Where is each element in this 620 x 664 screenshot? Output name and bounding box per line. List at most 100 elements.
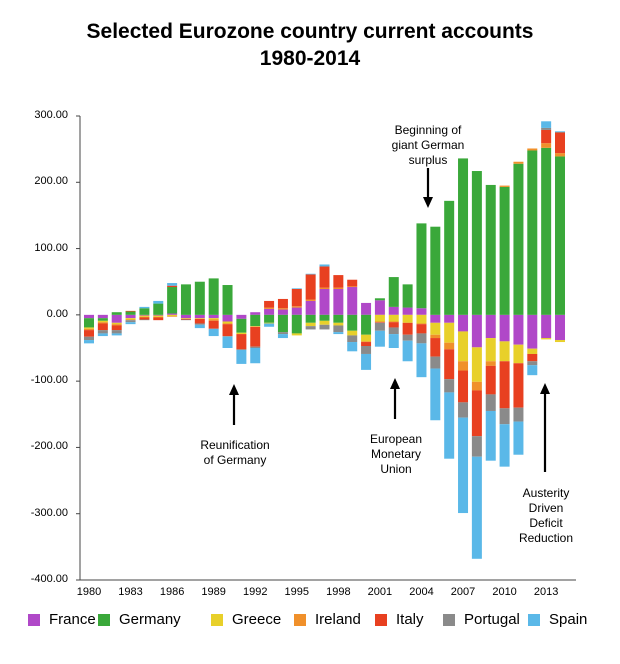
annotation-line: Austerity <box>522 486 570 500</box>
bar-italy-1985 <box>153 317 164 321</box>
bar-france-2004 <box>416 308 427 315</box>
bar-ireland-1995 <box>291 306 302 308</box>
annotation-emu: European Monetary Union <box>351 432 441 477</box>
bar-france-2013 <box>541 314 552 339</box>
legend-label: Greece <box>232 611 282 628</box>
bar-portugal-2011 <box>513 407 524 422</box>
bar-portugal-2008 <box>471 436 482 457</box>
bar-spain-1990 <box>222 336 233 348</box>
legend-label: France <box>49 611 96 628</box>
legend-swatch <box>443 613 455 626</box>
y-tick-label: 0.00 <box>46 307 68 320</box>
y-tick-label: -300.00 <box>30 506 68 519</box>
x-tick-label: 1986 <box>159 586 185 598</box>
bar-germany-2001 <box>374 298 385 301</box>
bar-germany-2010 <box>499 186 510 315</box>
bar-portugal-2009 <box>485 394 496 411</box>
bar-italy-1996 <box>305 274 316 300</box>
bar-portugal-1999 <box>347 335 358 343</box>
bar-france-1999 <box>347 287 358 315</box>
bar-portugal-1982 <box>111 330 122 334</box>
bar-ireland-2000 <box>361 341 372 343</box>
bar-spain-1985 <box>153 300 164 304</box>
bar-france-1983 <box>125 314 136 319</box>
bar-spain-1995 <box>291 288 302 289</box>
bar-italy-1999 <box>347 279 358 287</box>
bar-france-1980 <box>84 314 94 319</box>
bar-italy-1989 <box>208 320 219 329</box>
bar-spain-2005 <box>430 368 441 421</box>
legend-item-italy: Italy <box>375 611 424 628</box>
bar-italy-1981 <box>97 323 108 331</box>
x-tick-label: 2007 <box>450 586 476 598</box>
bar-ireland-2011 <box>513 161 524 164</box>
chart-title-line-1: Selected Eurozone country current accoun… <box>86 20 534 43</box>
bar-greece-1984 <box>139 315 150 317</box>
bar-germany-1986 <box>167 287 178 314</box>
annotation-reunification: Reunification of Germany <box>180 438 290 468</box>
bar-spain-1999 <box>347 342 358 352</box>
bar-italy-2005 <box>430 338 441 357</box>
bar-ireland-2010 <box>499 185 510 187</box>
legend-swatch <box>375 613 387 626</box>
bar-spain-1994 <box>277 334 288 339</box>
bar-italy-1994 <box>277 298 288 309</box>
bar-france-1995 <box>291 307 302 315</box>
y-tick-label: 100.00 <box>34 241 68 254</box>
arrow-german-surplus <box>423 168 433 208</box>
bar-spain-1991 <box>236 349 247 364</box>
legend-label: Italy <box>396 611 424 628</box>
bar-portugal-1983 <box>125 320 136 323</box>
bar-greece-1996 <box>305 322 316 327</box>
bar-spain-2011 <box>513 421 524 455</box>
bar-greece-2002 <box>388 314 399 322</box>
bar-france-2008 <box>471 314 482 348</box>
bar-italy-1983 <box>125 310 136 312</box>
annotation-line: surplus <box>408 153 448 167</box>
bar-spain-2000 <box>361 353 372 370</box>
bar-portugal-1987 <box>180 319 191 321</box>
x-tick-label: 1992 <box>242 586 268 598</box>
bar-greece-2010 <box>499 341 510 362</box>
bar-italy-1988 <box>194 318 205 324</box>
bar-france-1994 <box>277 309 288 315</box>
legend-item-portugal: Portugal <box>443 611 520 628</box>
x-tick-label: 1989 <box>201 586 226 598</box>
bar-germany-1984 <box>139 308 150 315</box>
bar-spain-2004 <box>416 343 427 378</box>
bar-france-1986 <box>167 313 178 315</box>
bar-spain-1998 <box>333 332 344 335</box>
y-tick-label: -100.00 <box>30 374 68 387</box>
legend-label: Portugal <box>464 611 520 628</box>
bar-germany-1997 <box>319 314 330 321</box>
bar-france-2003 <box>402 307 413 315</box>
bar-italy-2001 <box>374 322 385 323</box>
bar-germany-1981 <box>97 318 108 321</box>
bar-germany-2009 <box>485 184 496 315</box>
bar-france-1988 <box>194 314 205 319</box>
bar-greece-1999 <box>347 330 358 336</box>
bar-greece-1989 <box>208 318 219 320</box>
bar-france-2005 <box>430 314 441 323</box>
bar-italy-1997 <box>319 266 330 288</box>
bar-germany-1988 <box>194 281 205 315</box>
x-tick-label: 2001 <box>367 586 393 598</box>
bar-italy-2011 <box>513 363 524 408</box>
bar-greece-1995 <box>291 333 302 336</box>
bar-france-1981 <box>97 314 108 319</box>
legend-swatch <box>211 613 223 626</box>
y-tick-label: 200.00 <box>34 175 68 188</box>
bar-italy-1982 <box>111 325 122 331</box>
bar-greece-1981 <box>97 320 108 323</box>
bar-italy-1990 <box>222 324 233 337</box>
bar-germany-1990 <box>222 285 233 315</box>
bar-germany-1998 <box>333 314 344 323</box>
annotation-line: Driven <box>528 501 564 515</box>
bar-greece-1980 <box>84 327 94 329</box>
bar-italy-2014 <box>555 132 565 154</box>
bar-greece-2008 <box>471 347 482 382</box>
bar-spain-1986 <box>167 283 178 286</box>
bar-france-2002 <box>388 306 399 315</box>
annotation-line: Union <box>380 462 412 476</box>
chart-title: Selected Eurozone country current accoun… <box>0 18 620 72</box>
